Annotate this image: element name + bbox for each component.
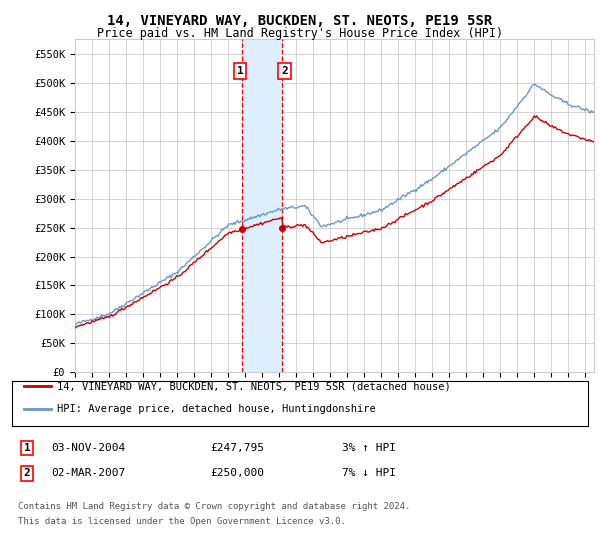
Text: Price paid vs. HM Land Registry's House Price Index (HPI): Price paid vs. HM Land Registry's House … [97,27,503,40]
Text: 2: 2 [281,66,288,76]
Text: 14, VINEYARD WAY, BUCKDEN, ST. NEOTS, PE19 5SR: 14, VINEYARD WAY, BUCKDEN, ST. NEOTS, PE… [107,14,493,28]
Text: HPI: Average price, detached house, Huntingdonshire: HPI: Average price, detached house, Hunt… [57,404,376,414]
Text: 1: 1 [23,443,31,453]
Text: 03-NOV-2004: 03-NOV-2004 [51,443,125,453]
Text: 7% ↓ HPI: 7% ↓ HPI [342,468,396,478]
Text: £247,795: £247,795 [210,443,264,453]
Bar [242,39,282,372]
Text: 1: 1 [236,66,243,76]
Text: Contains HM Land Registry data © Crown copyright and database right 2024.: Contains HM Land Registry data © Crown c… [18,502,410,511]
Text: This data is licensed under the Open Government Licence v3.0.: This data is licensed under the Open Gov… [18,517,346,526]
Text: 3% ↑ HPI: 3% ↑ HPI [342,443,396,453]
Text: £250,000: £250,000 [210,468,264,478]
Text: 02-MAR-2007: 02-MAR-2007 [51,468,125,478]
Text: 2: 2 [23,468,31,478]
Text: 14, VINEYARD WAY, BUCKDEN, ST. NEOTS, PE19 5SR (detached house): 14, VINEYARD WAY, BUCKDEN, ST. NEOTS, PE… [57,381,451,391]
